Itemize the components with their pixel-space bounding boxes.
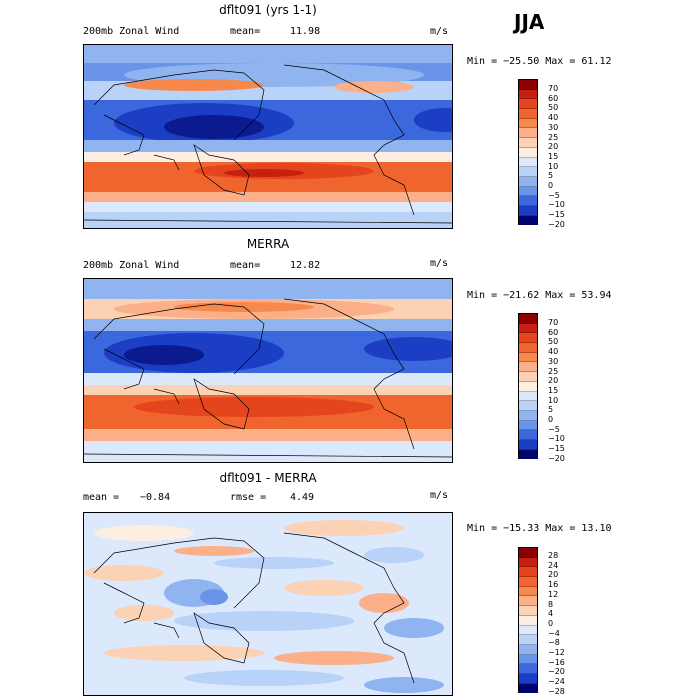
panel3-colorbar <box>518 547 538 694</box>
colorbar-label: −10 <box>548 200 565 210</box>
colorbar-label: 20 <box>548 376 559 386</box>
colorbar-label: 15 <box>548 385 559 395</box>
colorbar-label: −8 <box>548 638 560 648</box>
colorbar-label: 8 <box>548 599 554 609</box>
panel1-minmax: Min = −25.50 Max = 61.12 <box>467 56 612 67</box>
colorbar-label: −28 <box>548 686 565 696</box>
colorbar-label: −16 <box>548 657 565 667</box>
colorbar-label: −4 <box>548 628 560 638</box>
colorbar-label: 30 <box>548 122 559 132</box>
colorbar-label: −10 <box>548 434 565 444</box>
colorbar-label: 0 <box>548 415 554 425</box>
panel1-units: m/s <box>430 26 449 37</box>
colorbar-label: −20 <box>548 453 565 463</box>
panel3-minmax: Min = −15.33 Max = 13.10 <box>467 523 612 534</box>
colorbar-label: −15 <box>548 444 565 454</box>
panel2-colorbar-labels: 70 60 50 40 30 25 20 15 10 5 0 −5 −10 −1… <box>548 318 565 464</box>
panel2-units: m/s <box>430 258 449 269</box>
colorbar-label: 10 <box>548 395 559 405</box>
panel2-map <box>83 278 453 463</box>
colorbar-label: −12 <box>548 648 565 658</box>
panel3-units: m/s <box>430 490 449 501</box>
colorbar-label: −20 <box>548 219 565 229</box>
panel3-mean-label: mean = <box>83 492 120 503</box>
colorbar-label: 24 <box>548 560 559 570</box>
colorbar-label: 50 <box>548 337 559 347</box>
colorbar-label: 0 <box>548 618 554 628</box>
panel1-variable-label: 200mb Zonal Wind <box>83 26 180 37</box>
panel1-title: dflt091 (yrs 1-1) <box>219 3 317 17</box>
panel3-mean-value: −0.84 <box>140 492 171 503</box>
colorbar-label: 20 <box>548 570 559 580</box>
colorbar-label: 30 <box>548 356 559 366</box>
colorbar-label: 28 <box>548 551 559 560</box>
panel2-mean-value: 12.82 <box>290 260 321 271</box>
colorbar-label: 60 <box>548 93 559 103</box>
colorbar-label: −5 <box>548 190 560 200</box>
colorbar-label: 40 <box>548 347 559 357</box>
panel1-map <box>83 44 453 229</box>
colorbar-label: 16 <box>548 580 559 590</box>
colorbar-label: 0 <box>548 181 554 191</box>
colorbar-label: 15 <box>548 151 559 161</box>
panel1-mean-label: mean= <box>230 26 261 37</box>
colorbar-label: −5 <box>548 424 560 434</box>
colorbar-label: 50 <box>548 103 559 113</box>
panel2-title: MERRA <box>246 237 290 251</box>
colorbar-label: 40 <box>548 113 559 123</box>
colorbar-label: −24 <box>548 677 565 687</box>
colorbar-label: 70 <box>548 84 559 93</box>
panel3-title: dflt091 - MERRA <box>219 471 317 485</box>
colorbar-label: 70 <box>548 318 559 327</box>
colorbar-label: 4 <box>548 609 554 619</box>
panel1-contour-map <box>84 45 452 228</box>
panel2-colorbar <box>518 313 538 460</box>
colorbar-label: 5 <box>548 171 554 181</box>
colorbar-label: 12 <box>548 589 559 599</box>
panel3-rmse-value: 4.49 <box>290 492 315 503</box>
colorbar-label: 20 <box>548 142 559 152</box>
panel3-rmse-label: rmse = <box>230 492 267 503</box>
colorbar-label: 25 <box>548 132 559 142</box>
panel2-variable-label: 200mb Zonal Wind <box>83 260 180 271</box>
colorbar-label: 25 <box>548 366 559 376</box>
colorbar-label: 60 <box>548 327 559 337</box>
colorbar-label: 10 <box>548 161 559 171</box>
season-label: JJA <box>514 10 545 34</box>
colorbar-label: −20 <box>548 667 565 677</box>
colorbar-label: −15 <box>548 210 565 220</box>
panel3-contour-map <box>84 513 452 695</box>
panel3-colorbar-labels: 28 24 20 16 12 8 4 0 −4 −8 −12 −16 −20 −… <box>548 551 565 697</box>
panel2-mean-label: mean= <box>230 260 261 271</box>
panel3-map <box>83 512 453 696</box>
panel2-contour-map <box>84 279 452 462</box>
panel1-colorbar <box>518 79 538 226</box>
colorbar-label: 5 <box>548 405 554 415</box>
panel1-mean-value: 11.98 <box>290 26 321 37</box>
panel2-minmax: Min = −21.62 Max = 53.94 <box>467 290 612 301</box>
panel1-colorbar-labels: 70 60 50 40 30 25 20 15 10 5 0 −5 −10 −1… <box>548 84 565 230</box>
